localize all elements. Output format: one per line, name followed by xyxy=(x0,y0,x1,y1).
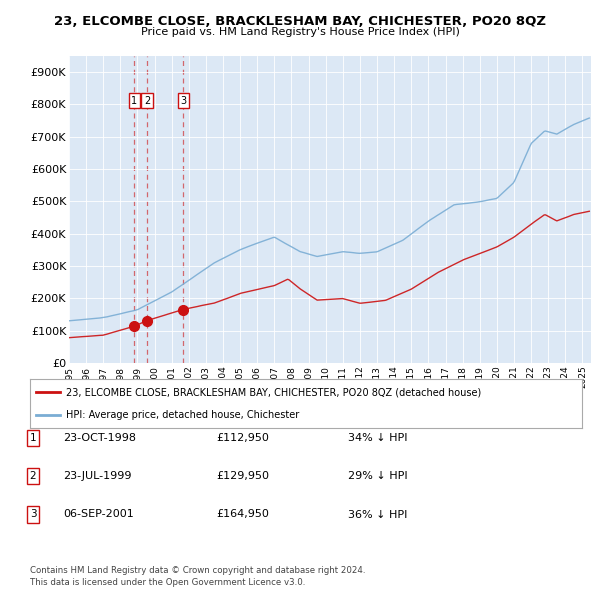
Text: 06-SEP-2001: 06-SEP-2001 xyxy=(63,510,134,519)
Text: 23-JUL-1999: 23-JUL-1999 xyxy=(63,471,131,481)
Text: 29% ↓ HPI: 29% ↓ HPI xyxy=(348,471,407,481)
Text: 23-OCT-1998: 23-OCT-1998 xyxy=(63,433,136,442)
Text: 23, ELCOMBE CLOSE, BRACKLESHAM BAY, CHICHESTER, PO20 8QZ (detached house): 23, ELCOMBE CLOSE, BRACKLESHAM BAY, CHIC… xyxy=(66,388,481,398)
Text: 1: 1 xyxy=(131,96,137,106)
Text: Contains HM Land Registry data © Crown copyright and database right 2024.
This d: Contains HM Land Registry data © Crown c… xyxy=(30,566,365,587)
Text: £112,950: £112,950 xyxy=(216,433,269,442)
Text: 2: 2 xyxy=(29,471,37,481)
Text: 23, ELCOMBE CLOSE, BRACKLESHAM BAY, CHICHESTER, PO20 8QZ: 23, ELCOMBE CLOSE, BRACKLESHAM BAY, CHIC… xyxy=(54,15,546,28)
Text: 3: 3 xyxy=(29,510,37,519)
Text: £164,950: £164,950 xyxy=(216,510,269,519)
Text: 1: 1 xyxy=(29,433,37,442)
Text: 2: 2 xyxy=(144,96,150,106)
Text: HPI: Average price, detached house, Chichester: HPI: Average price, detached house, Chic… xyxy=(66,409,299,419)
Text: £129,950: £129,950 xyxy=(216,471,269,481)
Text: 34% ↓ HPI: 34% ↓ HPI xyxy=(348,433,407,442)
Text: 3: 3 xyxy=(180,96,187,106)
Text: Price paid vs. HM Land Registry's House Price Index (HPI): Price paid vs. HM Land Registry's House … xyxy=(140,27,460,37)
Text: 36% ↓ HPI: 36% ↓ HPI xyxy=(348,510,407,519)
